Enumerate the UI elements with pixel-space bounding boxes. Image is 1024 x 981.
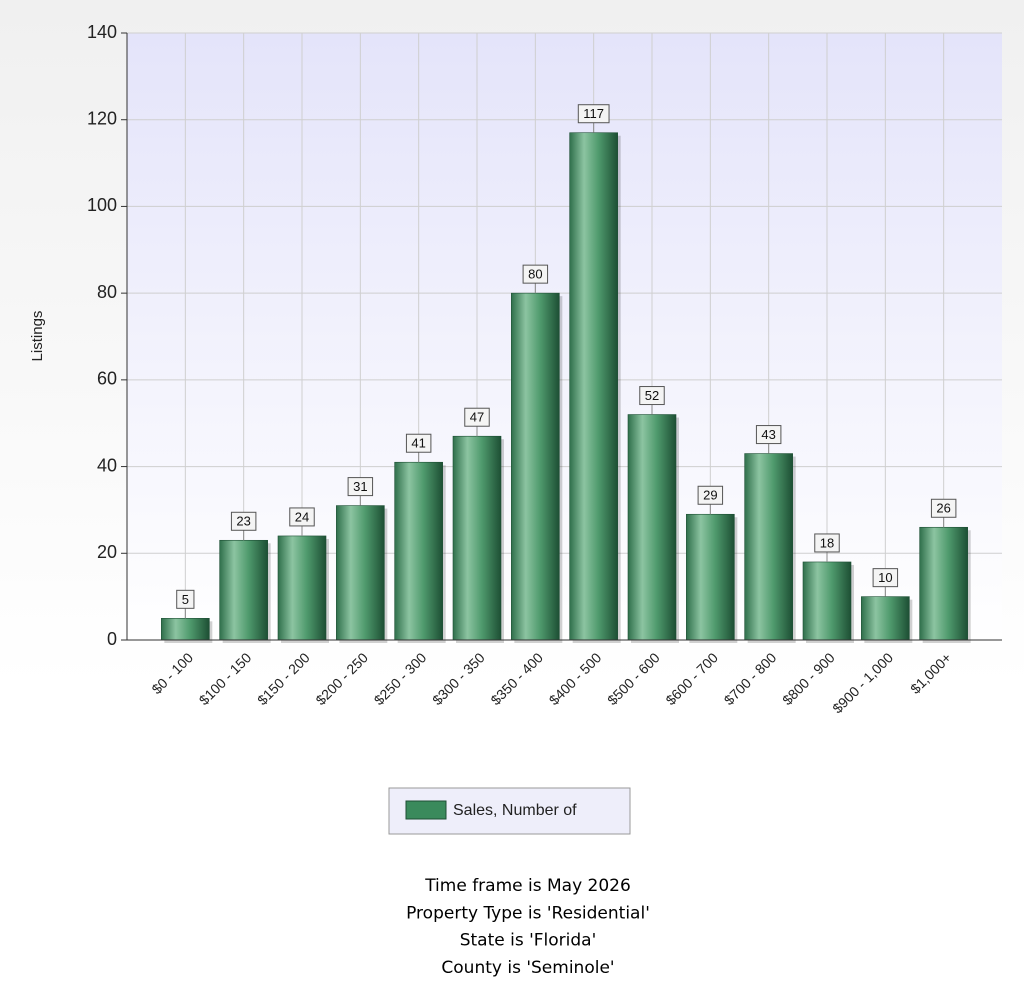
- value-label: 31: [353, 479, 367, 494]
- x-tick-label: $250 - 300: [371, 649, 430, 708]
- value-label: 24: [295, 509, 309, 524]
- value-label-box: [289, 507, 315, 527]
- x-tick-label: $800 - 900: [779, 649, 838, 708]
- value-label-box: [176, 589, 195, 609]
- bar: [919, 526, 968, 641]
- bar: [686, 513, 735, 641]
- value-label: 26: [936, 501, 950, 516]
- value-label-box: [347, 477, 374, 497]
- x-tick-label: $300 - 350: [429, 649, 488, 708]
- value-label: 29: [703, 488, 717, 503]
- value-label-box: [930, 498, 957, 518]
- value-label: 117: [583, 106, 604, 121]
- value-label-box: [872, 568, 899, 588]
- value-label: 10: [878, 570, 892, 585]
- y-tick-label: 80: [97, 282, 117, 302]
- value-label-box: [755, 425, 782, 445]
- footer-note: County is 'Seminole': [441, 958, 614, 978]
- bar: [744, 453, 793, 641]
- value-label: 43: [761, 427, 775, 442]
- footer-note: State is 'Florida': [460, 931, 597, 951]
- bar: [511, 292, 560, 641]
- value-label-box: [522, 264, 549, 284]
- value-label: 5: [182, 592, 189, 607]
- value-label: 23: [236, 514, 250, 529]
- x-tick-label: $1,000+: [907, 649, 954, 696]
- bar: [802, 561, 852, 641]
- value-label-box: [639, 386, 665, 406]
- y-tick-label: 60: [97, 369, 117, 389]
- x-tick-label: $900 - 1,000: [829, 649, 896, 716]
- value-label: 18: [820, 535, 834, 550]
- x-tick-label: $400 - 500: [546, 649, 605, 708]
- bar: [569, 132, 618, 641]
- x-tick-label: $700 - 800: [721, 649, 780, 708]
- y-tick-label: 140: [87, 22, 117, 42]
- value-label-box: [464, 407, 490, 427]
- legend-swatch: [405, 800, 447, 820]
- bar: [627, 414, 677, 641]
- x-tick-label: $150 - 200: [254, 649, 313, 708]
- y-tick-label: 20: [97, 542, 117, 562]
- y-axis-label: Listings: [29, 311, 46, 362]
- value-label: 47: [470, 410, 484, 425]
- value-label: 80: [528, 267, 542, 282]
- value-label-box: [697, 485, 724, 505]
- x-tick-label: $200 - 250: [312, 649, 371, 708]
- bar: [336, 505, 385, 641]
- x-tick-label: $600 - 700: [662, 649, 721, 708]
- y-tick-label: 100: [87, 195, 117, 215]
- value-label: 41: [411, 436, 425, 451]
- bar: [219, 539, 268, 641]
- footer-note: Time frame is May 2026: [424, 876, 631, 896]
- x-tick-label: $100 - 150: [196, 649, 255, 708]
- x-tick-label: $500 - 600: [604, 649, 663, 708]
- bar: [861, 596, 910, 641]
- value-label-box: [577, 104, 610, 124]
- y-tick-label: 120: [87, 108, 117, 128]
- bar: [277, 535, 327, 641]
- value-label: 52: [645, 388, 659, 403]
- x-tick-label: $350 - 400: [487, 649, 546, 708]
- x-tick-label: $0 - 100: [148, 649, 196, 697]
- bar: [452, 435, 502, 641]
- y-tick-label: 40: [97, 455, 117, 475]
- footer-note: Property Type is 'Residential': [406, 903, 650, 923]
- value-label-box: [814, 533, 840, 553]
- bar: [161, 618, 210, 641]
- legend-label: Sales, Number of: [453, 802, 577, 819]
- value-label-box: [405, 433, 432, 453]
- value-label-box: [230, 511, 257, 531]
- plot-area: [127, 33, 1002, 640]
- y-tick-label: 0: [107, 629, 117, 649]
- bar: [394, 461, 443, 641]
